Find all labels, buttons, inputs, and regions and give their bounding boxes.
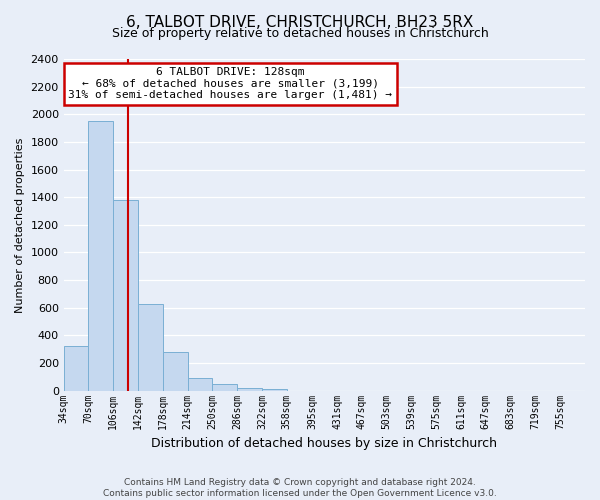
Text: 6 TALBOT DRIVE: 128sqm
← 68% of detached houses are smaller (3,199)
31% of semi-: 6 TALBOT DRIVE: 128sqm ← 68% of detached… (68, 68, 392, 100)
Bar (188, 378, 212, 390)
Bar (262, 388, 287, 390)
X-axis label: Distribution of detached houses by size in Christchurch: Distribution of detached houses by size … (151, 437, 497, 450)
Bar (212, 384, 237, 390)
Bar (113, 200, 138, 390)
Text: Size of property relative to detached houses in Christchurch: Size of property relative to detached ho… (112, 28, 488, 40)
Y-axis label: Number of detached properties: Number of detached properties (15, 137, 25, 312)
Bar (64, 346, 88, 391)
Text: 6, TALBOT DRIVE, CHRISTCHURCH, BH23 5RX: 6, TALBOT DRIVE, CHRISTCHURCH, BH23 5RX (127, 15, 473, 30)
Bar (138, 304, 163, 390)
Bar (88, 121, 113, 390)
Text: Contains HM Land Registry data © Crown copyright and database right 2024.
Contai: Contains HM Land Registry data © Crown c… (103, 478, 497, 498)
Bar (163, 352, 188, 391)
Bar (237, 388, 262, 390)
